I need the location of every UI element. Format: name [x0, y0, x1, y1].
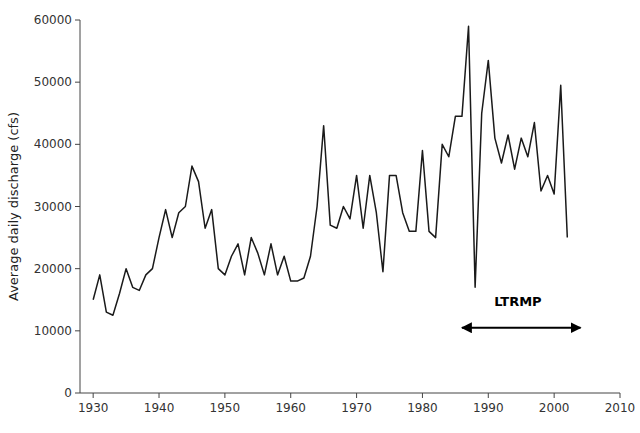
x-tick — [422, 393, 423, 398]
x-tick-label: 1980 — [407, 401, 438, 415]
y-tick — [75, 206, 80, 207]
x-tick — [159, 393, 160, 398]
x-tick-label: 1990 — [473, 401, 504, 415]
y-tick-label: 40000 — [34, 137, 72, 151]
x-tick-label: 1960 — [275, 401, 306, 415]
discharge-line — [93, 26, 567, 315]
x-tick — [356, 393, 357, 398]
x-tick — [554, 393, 555, 398]
y-tick-label: 20000 — [34, 262, 72, 276]
y-tick-label: 60000 — [34, 13, 72, 27]
y-tick — [75, 82, 80, 83]
plot-area — [93, 26, 580, 328]
x-axis — [80, 393, 620, 394]
y-tick — [75, 144, 80, 145]
x-tick-label: 1950 — [210, 401, 241, 415]
x-tick-label: 1930 — [78, 401, 109, 415]
annotation-text: LTRMP — [494, 294, 541, 309]
annotation-arrow — [462, 327, 581, 329]
y-tick — [75, 330, 80, 331]
x-tick-label: 1970 — [341, 401, 372, 415]
x-tick-label: 2010 — [605, 401, 636, 415]
x-tick — [488, 393, 489, 398]
y-tick-label: 0 — [64, 386, 72, 400]
y-tick-label: 50000 — [34, 75, 72, 89]
x-tick-label: 1940 — [144, 401, 175, 415]
y-tick-label: 30000 — [34, 200, 72, 214]
y-axis-label: Average daily discharge (cfs) — [6, 112, 21, 301]
x-tick — [224, 393, 225, 398]
y-tick-label: 10000 — [34, 324, 72, 338]
chart: 1930 1940 1950 1960 1970 1980 1990 2000 2010 0 100… — [0, 0, 640, 433]
y-tick — [75, 393, 80, 394]
x-tick — [290, 393, 291, 398]
x-tick — [620, 393, 621, 398]
y-tick — [75, 268, 80, 269]
x-tick-label: 2000 — [539, 401, 570, 415]
x-tick — [93, 393, 94, 398]
y-tick — [75, 20, 80, 21]
